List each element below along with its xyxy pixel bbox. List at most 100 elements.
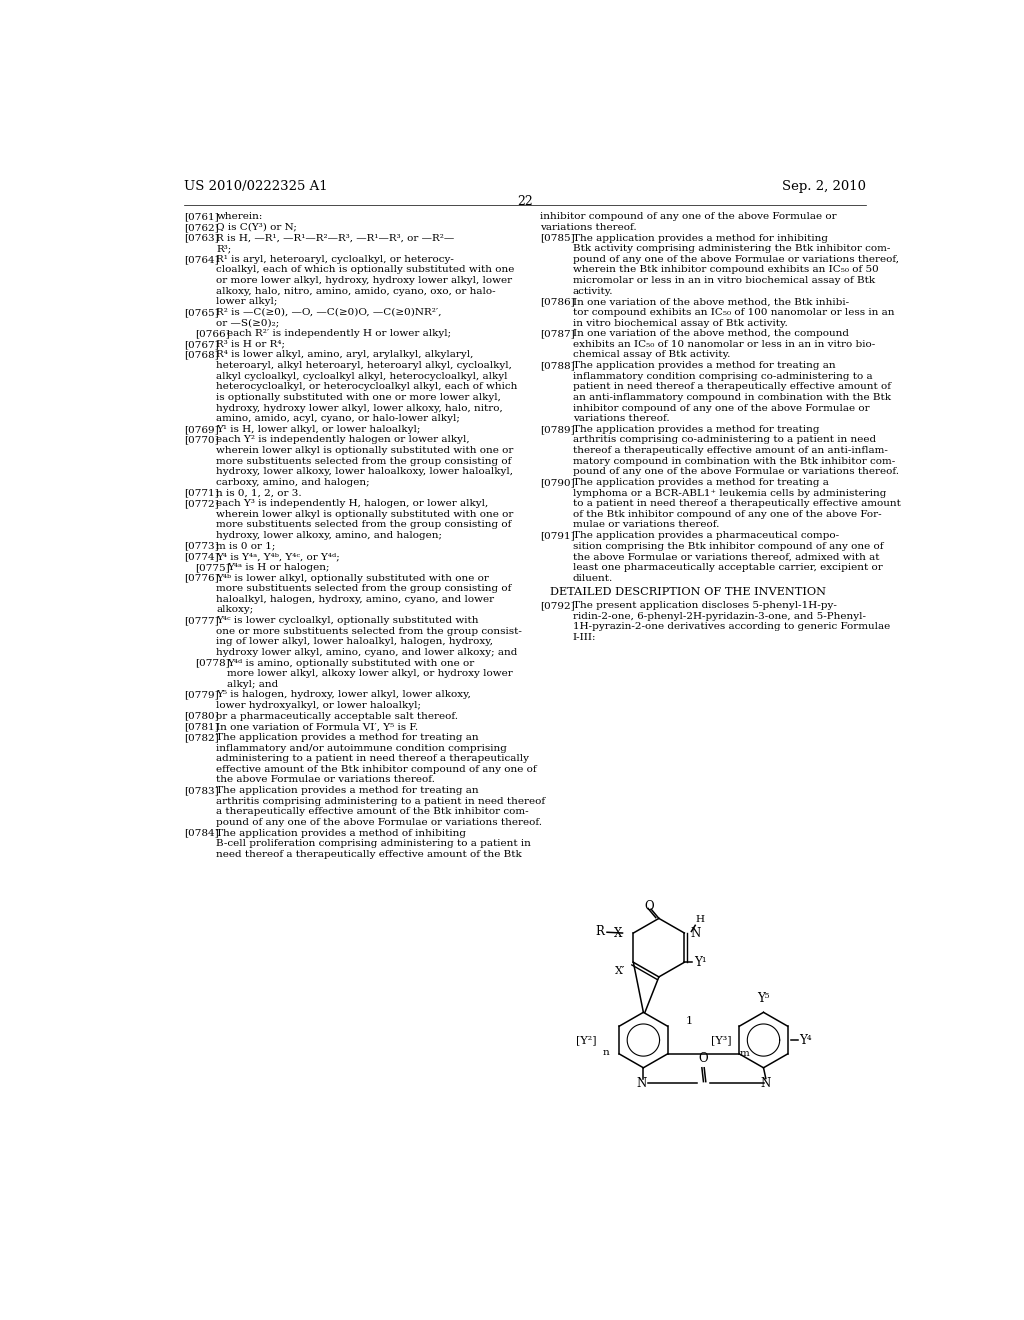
Text: [0770]: [0770] [183,436,218,445]
Text: [0778]: [0778] [195,659,229,668]
Text: more substituents selected from the group consisting of: more substituents selected from the grou… [216,585,512,593]
Text: [0768]: [0768] [183,350,218,359]
Text: 22: 22 [517,195,532,209]
Text: lower alkyl;: lower alkyl; [216,297,278,306]
Text: [0764]: [0764] [183,255,218,264]
Text: Q is C(Y³) or N;: Q is C(Y³) or N; [216,223,297,232]
Text: Y⁵: Y⁵ [758,991,770,1005]
Text: [0763]: [0763] [183,234,218,243]
Text: need thereof a therapeutically effective amount of the Btk: need thereof a therapeutically effective… [216,850,522,859]
Text: [0762]: [0762] [183,223,218,232]
Text: N: N [761,1077,771,1090]
Text: The application provides a pharmaceutical compo-: The application provides a pharmaceutica… [572,531,839,540]
Text: 1H-pyrazin-2-one derivatives according to generic Formulae: 1H-pyrazin-2-one derivatives according t… [572,622,890,631]
Text: exhibits an IC₅₀ of 10 nanomolar or less in an in vitro bio-: exhibits an IC₅₀ of 10 nanomolar or less… [572,339,876,348]
Text: Y⁴: Y⁴ [799,1034,812,1047]
Text: inflammatory condition comprising co-administering to a: inflammatory condition comprising co-adm… [572,372,872,380]
Text: of the Btk inhibitor compound of any one of the above For-: of the Btk inhibitor compound of any one… [572,510,882,519]
Text: is optionally substituted with one or more lower alkyl,: is optionally substituted with one or mo… [216,393,501,403]
Text: [0792]: [0792] [541,601,575,610]
Text: The present application discloses 5-phenyl-1H-py-: The present application discloses 5-phen… [572,601,837,610]
Text: m is 0 or 1;: m is 0 or 1; [216,541,275,550]
Text: inhibitor compound of any one of the above Formulae or: inhibitor compound of any one of the abo… [541,213,837,222]
Text: [0785]: [0785] [541,234,575,243]
Text: wherein lower alkyl is optionally substituted with one or: wherein lower alkyl is optionally substi… [216,446,514,455]
Text: variations thereof.: variations thereof. [572,414,670,424]
Text: H: H [695,915,705,924]
Text: more substituents selected from the group consisting of: more substituents selected from the grou… [216,520,512,529]
Text: a therapeutically effective amount of the Btk inhibitor com-: a therapeutically effective amount of th… [216,808,529,816]
Text: X′: X′ [615,966,626,975]
Text: B-cell proliferation comprising administering to a patient in: B-cell proliferation comprising administ… [216,840,531,849]
Text: The application provides a method of inhibiting: The application provides a method of inh… [216,829,466,838]
Text: mulae or variations thereof.: mulae or variations thereof. [572,520,719,529]
Text: The application provides a method for inhibiting: The application provides a method for in… [572,234,827,243]
Text: in vitro biochemical assay of Btk activity.: in vitro biochemical assay of Btk activi… [572,318,787,327]
Text: to a patient in need thereof a therapeutically effective amount: to a patient in need thereof a therapeut… [572,499,901,508]
Text: In one variation of Formula VI′, Y⁵ is F.: In one variation of Formula VI′, Y⁵ is F… [216,722,419,731]
Text: chemical assay of Btk activity.: chemical assay of Btk activity. [572,350,730,359]
Text: or a pharmaceutically acceptable salt thereof.: or a pharmaceutically acceptable salt th… [216,711,459,721]
Text: R: R [595,925,604,939]
Text: alkoxy, halo, nitro, amino, amido, cyano, oxo, or halo-: alkoxy, halo, nitro, amino, amido, cyano… [216,286,496,296]
Text: [0781]: [0781] [183,722,218,731]
Text: sition comprising the Btk inhibitor compound of any one of: sition comprising the Btk inhibitor comp… [572,541,884,550]
Text: micromolar or less in an in vitro biochemical assay of Btk: micromolar or less in an in vitro bioche… [572,276,874,285]
Text: tor compound exhibits an IC₅₀ of 100 nanomolar or less in an: tor compound exhibits an IC₅₀ of 100 nan… [572,308,894,317]
Text: patient in need thereof a therapeutically effective amount of: patient in need thereof a therapeuticall… [572,383,891,391]
Text: R¹ is aryl, heteroaryl, cycloalkyl, or heterocy-: R¹ is aryl, heteroaryl, cycloalkyl, or h… [216,255,455,264]
Text: US 2010/0222325 A1: US 2010/0222325 A1 [183,180,328,193]
Text: administering to a patient in need thereof a therapeutically: administering to a patient in need there… [216,754,529,763]
Text: The application provides a method for treating an: The application provides a method for tr… [572,362,836,370]
Text: alkoxy;: alkoxy; [216,606,254,615]
Text: inhibitor compound of any one of the above Formulae or: inhibitor compound of any one of the abo… [572,404,869,413]
Text: [0774]: [0774] [183,552,218,561]
Text: Y⁴ᵇ is lower alkyl, optionally substituted with one or: Y⁴ᵇ is lower alkyl, optionally substitut… [216,574,489,582]
Text: Y⁵ is halogen, hydroxy, lower alkyl, lower alkoxy,: Y⁵ is halogen, hydroxy, lower alkyl, low… [216,690,471,700]
Text: [0789]: [0789] [541,425,575,434]
Text: Y⁴ᵃ is H or halogen;: Y⁴ᵃ is H or halogen; [227,562,330,572]
Text: thereof a therapeutically effective amount of an anti-inflam-: thereof a therapeutically effective amou… [572,446,888,455]
Text: In one variation of the above method, the Btk inhibi-: In one variation of the above method, th… [572,297,849,306]
Text: heteroaryl, alkyl heteroaryl, heteroaryl alkyl, cycloalkyl,: heteroaryl, alkyl heteroaryl, heteroaryl… [216,362,512,370]
Text: [0771]: [0771] [183,488,218,498]
Text: [0783]: [0783] [183,787,218,795]
Text: [0788]: [0788] [541,362,575,370]
Text: each R²′ is independently H or lower alkyl;: each R²′ is independently H or lower alk… [227,329,452,338]
Text: Y⁴ᵈ is amino, optionally substituted with one or: Y⁴ᵈ is amino, optionally substituted wit… [227,659,474,668]
Text: or more lower alkyl, hydroxy, hydroxy lower alkyl, lower: or more lower alkyl, hydroxy, hydroxy lo… [216,276,512,285]
Text: [0784]: [0784] [183,829,218,838]
Text: m: m [739,1049,750,1059]
Text: wherein the Btk inhibitor compound exhibits an IC₅₀ of 50: wherein the Btk inhibitor compound exhib… [572,265,879,275]
Text: pound of any one of the above Formulae or variations thereof,: pound of any one of the above Formulae o… [572,255,899,264]
Text: wherein:: wherein: [216,213,263,222]
Text: [0765]: [0765] [183,308,218,317]
Text: matory compound in combination with the Btk inhibitor com-: matory compound in combination with the … [572,457,895,466]
Text: N: N [636,1077,646,1090]
Text: each Y³ is independently H, halogen, or lower alkyl,: each Y³ is independently H, halogen, or … [216,499,488,508]
Text: [0761]: [0761] [183,213,218,222]
Text: hydroxy lower alkyl, amino, cyano, and lower alkoxy; and: hydroxy lower alkyl, amino, cyano, and l… [216,648,518,657]
Text: [0769]: [0769] [183,425,218,434]
Text: [0787]: [0787] [541,329,575,338]
Text: Y⁴ᶜ is lower cycloalkyl, optionally substituted with: Y⁴ᶜ is lower cycloalkyl, optionally subs… [216,616,479,626]
Text: ridin-2-one, 6-phenyl-2H-pyridazin-3-one, and 5-Phenyl-: ridin-2-one, 6-phenyl-2H-pyridazin-3-one… [572,611,866,620]
Text: heterocycloalkyl, or heterocycloalkyl alkyl, each of which: heterocycloalkyl, or heterocycloalkyl al… [216,383,518,391]
Text: more substituents selected from the group consisting of: more substituents selected from the grou… [216,457,512,466]
Text: haloalkyl, halogen, hydroxy, amino, cyano, and lower: haloalkyl, halogen, hydroxy, amino, cyan… [216,595,495,603]
Text: amino, amido, acyl, cyano, or halo-lower alkyl;: amino, amido, acyl, cyano, or halo-lower… [216,414,460,424]
Text: n: n [602,1048,609,1057]
Text: [0775]: [0775] [195,562,229,572]
Text: O: O [698,1052,709,1065]
Text: n is 0, 1, 2, or 3.: n is 0, 1, 2, or 3. [216,488,302,498]
Text: [0773]: [0773] [183,541,218,550]
Text: inflammatory and/or autoimmune condition comprising: inflammatory and/or autoimmune condition… [216,743,507,752]
Text: R³ is H or R⁴;: R³ is H or R⁴; [216,339,286,348]
Text: [0780]: [0780] [183,711,218,721]
Text: [Y³]: [Y³] [711,1035,732,1045]
Text: alkyl; and: alkyl; and [227,680,279,689]
Text: the above Formulae or variations thereof, admixed with at: the above Formulae or variations thereof… [572,552,880,561]
Text: variations thereof.: variations thereof. [541,223,637,232]
Text: arthritis comprising co-administering to a patient in need: arthritis comprising co-administering to… [572,436,876,445]
Text: each Y² is independently halogen or lower alkyl,: each Y² is independently halogen or lowe… [216,436,470,445]
